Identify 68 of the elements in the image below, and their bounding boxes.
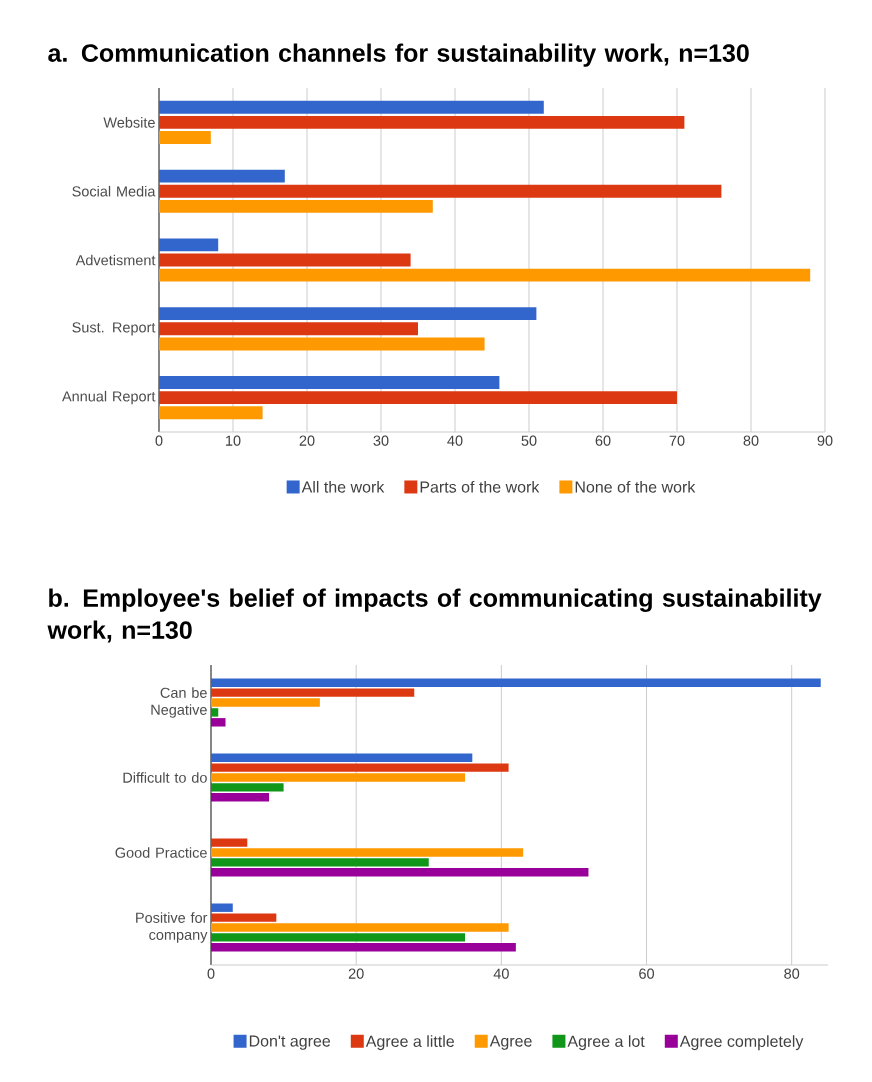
- legend-label: None of the work: [575, 480, 696, 493]
- bar: [211, 923, 509, 932]
- x-tick-label: 90: [817, 435, 833, 446]
- bar: [159, 184, 722, 198]
- y-tick-label: Sust. Report: [72, 322, 156, 336]
- bar: [211, 913, 277, 922]
- bar: [211, 718, 226, 727]
- bar: [211, 763, 509, 772]
- bar: [211, 838, 248, 847]
- x-tick-label: 20: [348, 968, 364, 979]
- bar: [159, 376, 500, 389]
- y-tick-label: Good Practice: [115, 847, 207, 858]
- x-tick-label: 80: [784, 968, 800, 979]
- bar: [211, 903, 233, 912]
- x-tick-label: 60: [595, 435, 611, 446]
- x-tick-label: 10: [226, 435, 241, 446]
- bar: [159, 169, 285, 183]
- bar: [159, 199, 433, 213]
- bar: [211, 688, 415, 697]
- bar: [211, 773, 466, 782]
- y-tick-label: Annual Report: [61, 390, 156, 405]
- bar: [159, 268, 811, 282]
- legend-label: Agree a lot: [567, 1035, 645, 1051]
- bar: [211, 698, 320, 707]
- bar: [211, 868, 589, 877]
- bar: [159, 253, 411, 267]
- bar: [211, 783, 284, 792]
- bar: [211, 933, 466, 942]
- x-tick-label: 40: [447, 435, 463, 446]
- legend-label: Agree a little: [365, 1035, 454, 1051]
- y-tick-label: Website: [103, 117, 155, 128]
- x-tick-label: 60: [639, 968, 655, 979]
- bar: [159, 238, 219, 252]
- chart-title: b. Employee's belief of impacts of communicating sustainability work, n=130: [47, 588, 822, 643]
- bar: [159, 322, 418, 336]
- legend-label: Agree completely: [679, 1035, 804, 1051]
- x-tick-label: 80: [743, 435, 759, 446]
- bar: [211, 943, 516, 952]
- legend-label: Parts of the work: [420, 480, 540, 493]
- legend-label: Agree: [489, 1035, 532, 1050]
- y-tick-label: Social Media: [72, 185, 156, 197]
- x-tick-label: 50: [521, 435, 537, 446]
- bar: [159, 115, 685, 129]
- x-tick-label: 0: [207, 968, 215, 979]
- bar: [159, 100, 544, 114]
- bar: [159, 391, 677, 405]
- y-tick-label: Advetisment: [75, 254, 156, 266]
- bar: [211, 708, 219, 717]
- y-tick-label: Positive for company: [136, 912, 208, 943]
- bar: [159, 337, 485, 351]
- bar: [211, 678, 821, 687]
- bar: [159, 406, 263, 420]
- bar: [211, 753, 473, 762]
- bar: [211, 858, 429, 867]
- chart-title: a. Communication channels for sustainability work, n=130: [48, 43, 749, 67]
- bar: [159, 131, 211, 144]
- x-tick-label: 40: [493, 968, 509, 979]
- x-tick-label: 0: [155, 435, 163, 446]
- x-tick-label: 70: [669, 435, 685, 446]
- legend-label: Don't agree: [249, 1035, 331, 1050]
- x-tick-label: 20: [299, 435, 315, 446]
- bar: [211, 848, 524, 857]
- y-tick-label: Can be Negative: [151, 687, 207, 718]
- x-tick-label: 30: [373, 435, 389, 446]
- legend-label: All the work: [301, 480, 385, 493]
- y-tick-label: Difficult to do: [123, 772, 207, 783]
- bar: [211, 793, 270, 802]
- bar: [159, 307, 537, 321]
